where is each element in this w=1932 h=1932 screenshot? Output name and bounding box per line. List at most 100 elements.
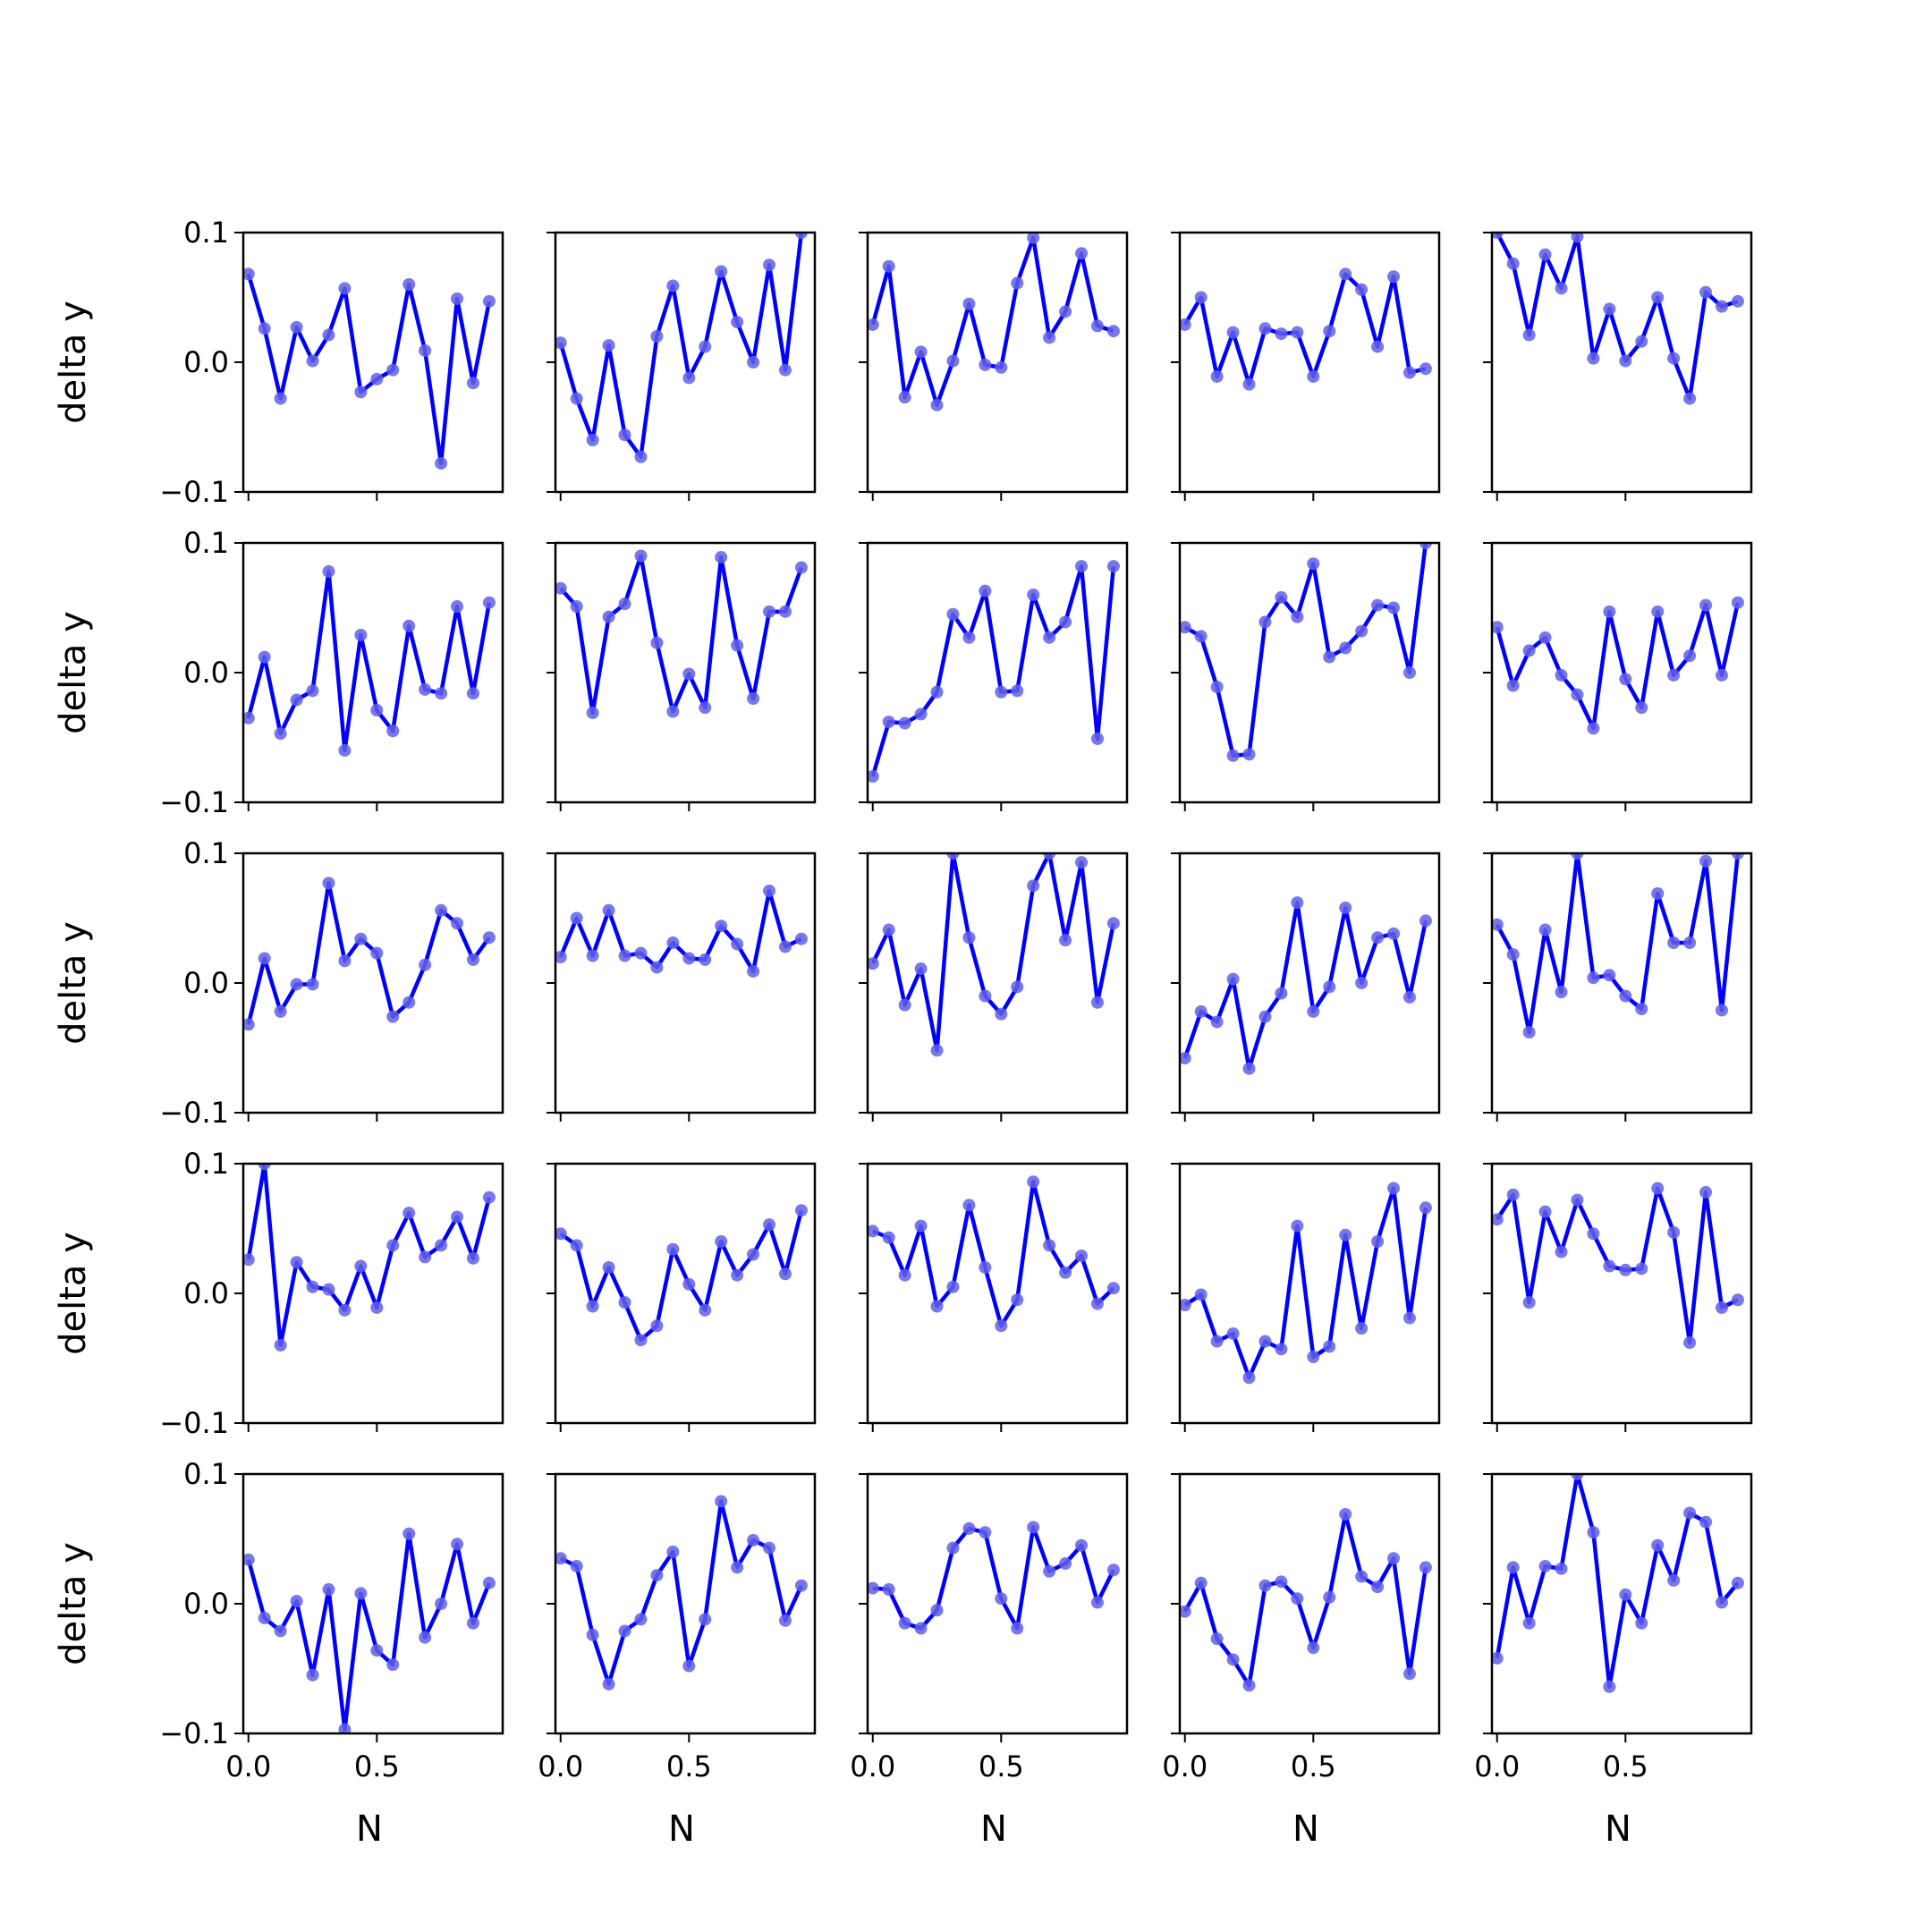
data-point bbox=[1275, 987, 1288, 1000]
plot-area bbox=[1180, 1507, 1432, 1692]
data-point bbox=[1090, 319, 1104, 333]
data-point bbox=[650, 330, 664, 343]
data-point bbox=[1419, 362, 1432, 376]
plot-area bbox=[243, 1164, 496, 1352]
data-point bbox=[1258, 1335, 1272, 1348]
axes-frame bbox=[554, 852, 817, 1114]
data-point bbox=[731, 639, 744, 652]
data-point bbox=[1258, 322, 1272, 335]
data-point bbox=[1715, 1004, 1728, 1017]
data-point bbox=[1307, 1004, 1320, 1018]
y-tick-label: 0.0 bbox=[183, 345, 229, 379]
data-point bbox=[930, 1044, 944, 1057]
data-point bbox=[243, 267, 255, 281]
series-line bbox=[1495, 853, 1741, 1035]
data-point bbox=[946, 1280, 960, 1293]
data-point bbox=[306, 1280, 319, 1293]
subplot-r2-c4 bbox=[1171, 541, 1441, 811]
data-point bbox=[586, 1300, 599, 1313]
axes-frame bbox=[242, 541, 504, 804]
series-line bbox=[1183, 543, 1428, 758]
data-point bbox=[1683, 649, 1697, 663]
data-point bbox=[386, 1658, 400, 1672]
data-point bbox=[354, 932, 368, 945]
data-point bbox=[1635, 701, 1648, 715]
subplot-r4-c4 bbox=[1171, 1162, 1441, 1432]
data-point bbox=[1106, 917, 1120, 930]
data-point bbox=[1587, 352, 1600, 365]
data-point bbox=[666, 1242, 680, 1256]
data-point bbox=[1339, 641, 1352, 655]
axes-frame bbox=[866, 852, 1129, 1114]
data-point bbox=[258, 1611, 271, 1624]
data-point bbox=[699, 340, 712, 353]
data-point bbox=[1506, 257, 1520, 270]
data-point bbox=[1011, 980, 1024, 994]
data-point bbox=[419, 682, 432, 696]
data-point bbox=[1371, 340, 1385, 353]
data-point bbox=[898, 391, 911, 404]
subplot-r3-c4 bbox=[1171, 852, 1441, 1122]
data-point bbox=[570, 911, 583, 925]
data-point bbox=[1402, 666, 1416, 679]
data-point bbox=[243, 1018, 255, 1031]
data-point bbox=[274, 727, 287, 741]
data-point bbox=[1571, 688, 1584, 701]
data-point bbox=[962, 1199, 976, 1212]
y-axis-label: delta y bbox=[53, 611, 94, 734]
data-point bbox=[794, 233, 808, 239]
data-point bbox=[258, 650, 271, 664]
plot-area bbox=[555, 1495, 808, 1690]
data-point bbox=[962, 297, 976, 310]
plot-area bbox=[868, 1175, 1120, 1333]
subplot-r1-c1: −0.1 0.0 0.1 delta y bbox=[53, 216, 504, 509]
data-point bbox=[715, 550, 728, 564]
data-point bbox=[1180, 621, 1191, 634]
data-point bbox=[1667, 1225, 1681, 1239]
x-axis-label: N bbox=[980, 1809, 1007, 1850]
data-point bbox=[898, 1268, 911, 1282]
data-point bbox=[1603, 302, 1616, 316]
data-point bbox=[1275, 1343, 1288, 1356]
y-axis-label: delta y bbox=[53, 1232, 94, 1355]
data-point bbox=[1731, 1293, 1744, 1307]
data-point bbox=[555, 336, 567, 350]
data-point bbox=[1635, 1003, 1648, 1015]
data-point bbox=[946, 1541, 960, 1555]
data-point bbox=[1355, 1322, 1368, 1335]
y-tick-label: 0.1 bbox=[183, 1457, 229, 1491]
data-point bbox=[243, 1253, 255, 1267]
data-point bbox=[402, 1207, 416, 1220]
y-tick-label: 0.1 bbox=[183, 1147, 229, 1181]
data-point bbox=[1258, 1010, 1272, 1023]
plot-area bbox=[555, 233, 808, 463]
data-point bbox=[1106, 325, 1120, 338]
data-point bbox=[1355, 624, 1368, 638]
data-point bbox=[386, 1010, 400, 1023]
data-point bbox=[1387, 1552, 1401, 1565]
x-axis-label: N bbox=[1292, 1809, 1319, 1850]
data-point bbox=[868, 1581, 879, 1595]
data-point bbox=[1307, 1351, 1320, 1364]
data-point bbox=[778, 363, 792, 377]
data-point bbox=[682, 1659, 696, 1673]
data-point bbox=[1635, 1616, 1648, 1630]
data-point bbox=[1043, 853, 1056, 860]
data-point bbox=[602, 1677, 615, 1690]
data-point bbox=[1731, 1576, 1744, 1589]
data-point bbox=[1538, 248, 1552, 261]
data-point bbox=[555, 1227, 567, 1241]
y-tick-label: 0.1 bbox=[183, 216, 229, 250]
axes-frame bbox=[242, 852, 504, 1114]
data-point bbox=[650, 961, 664, 974]
subplot-r3-c5 bbox=[1483, 852, 1753, 1122]
data-point bbox=[370, 372, 384, 386]
data-point bbox=[1635, 1262, 1648, 1275]
data-point bbox=[1106, 1563, 1120, 1577]
data-point bbox=[1180, 1605, 1191, 1618]
series-line bbox=[1495, 1186, 1739, 1345]
data-point bbox=[634, 549, 648, 563]
x-tick-label: 0.5 bbox=[1603, 1750, 1648, 1784]
data-point bbox=[290, 693, 303, 707]
